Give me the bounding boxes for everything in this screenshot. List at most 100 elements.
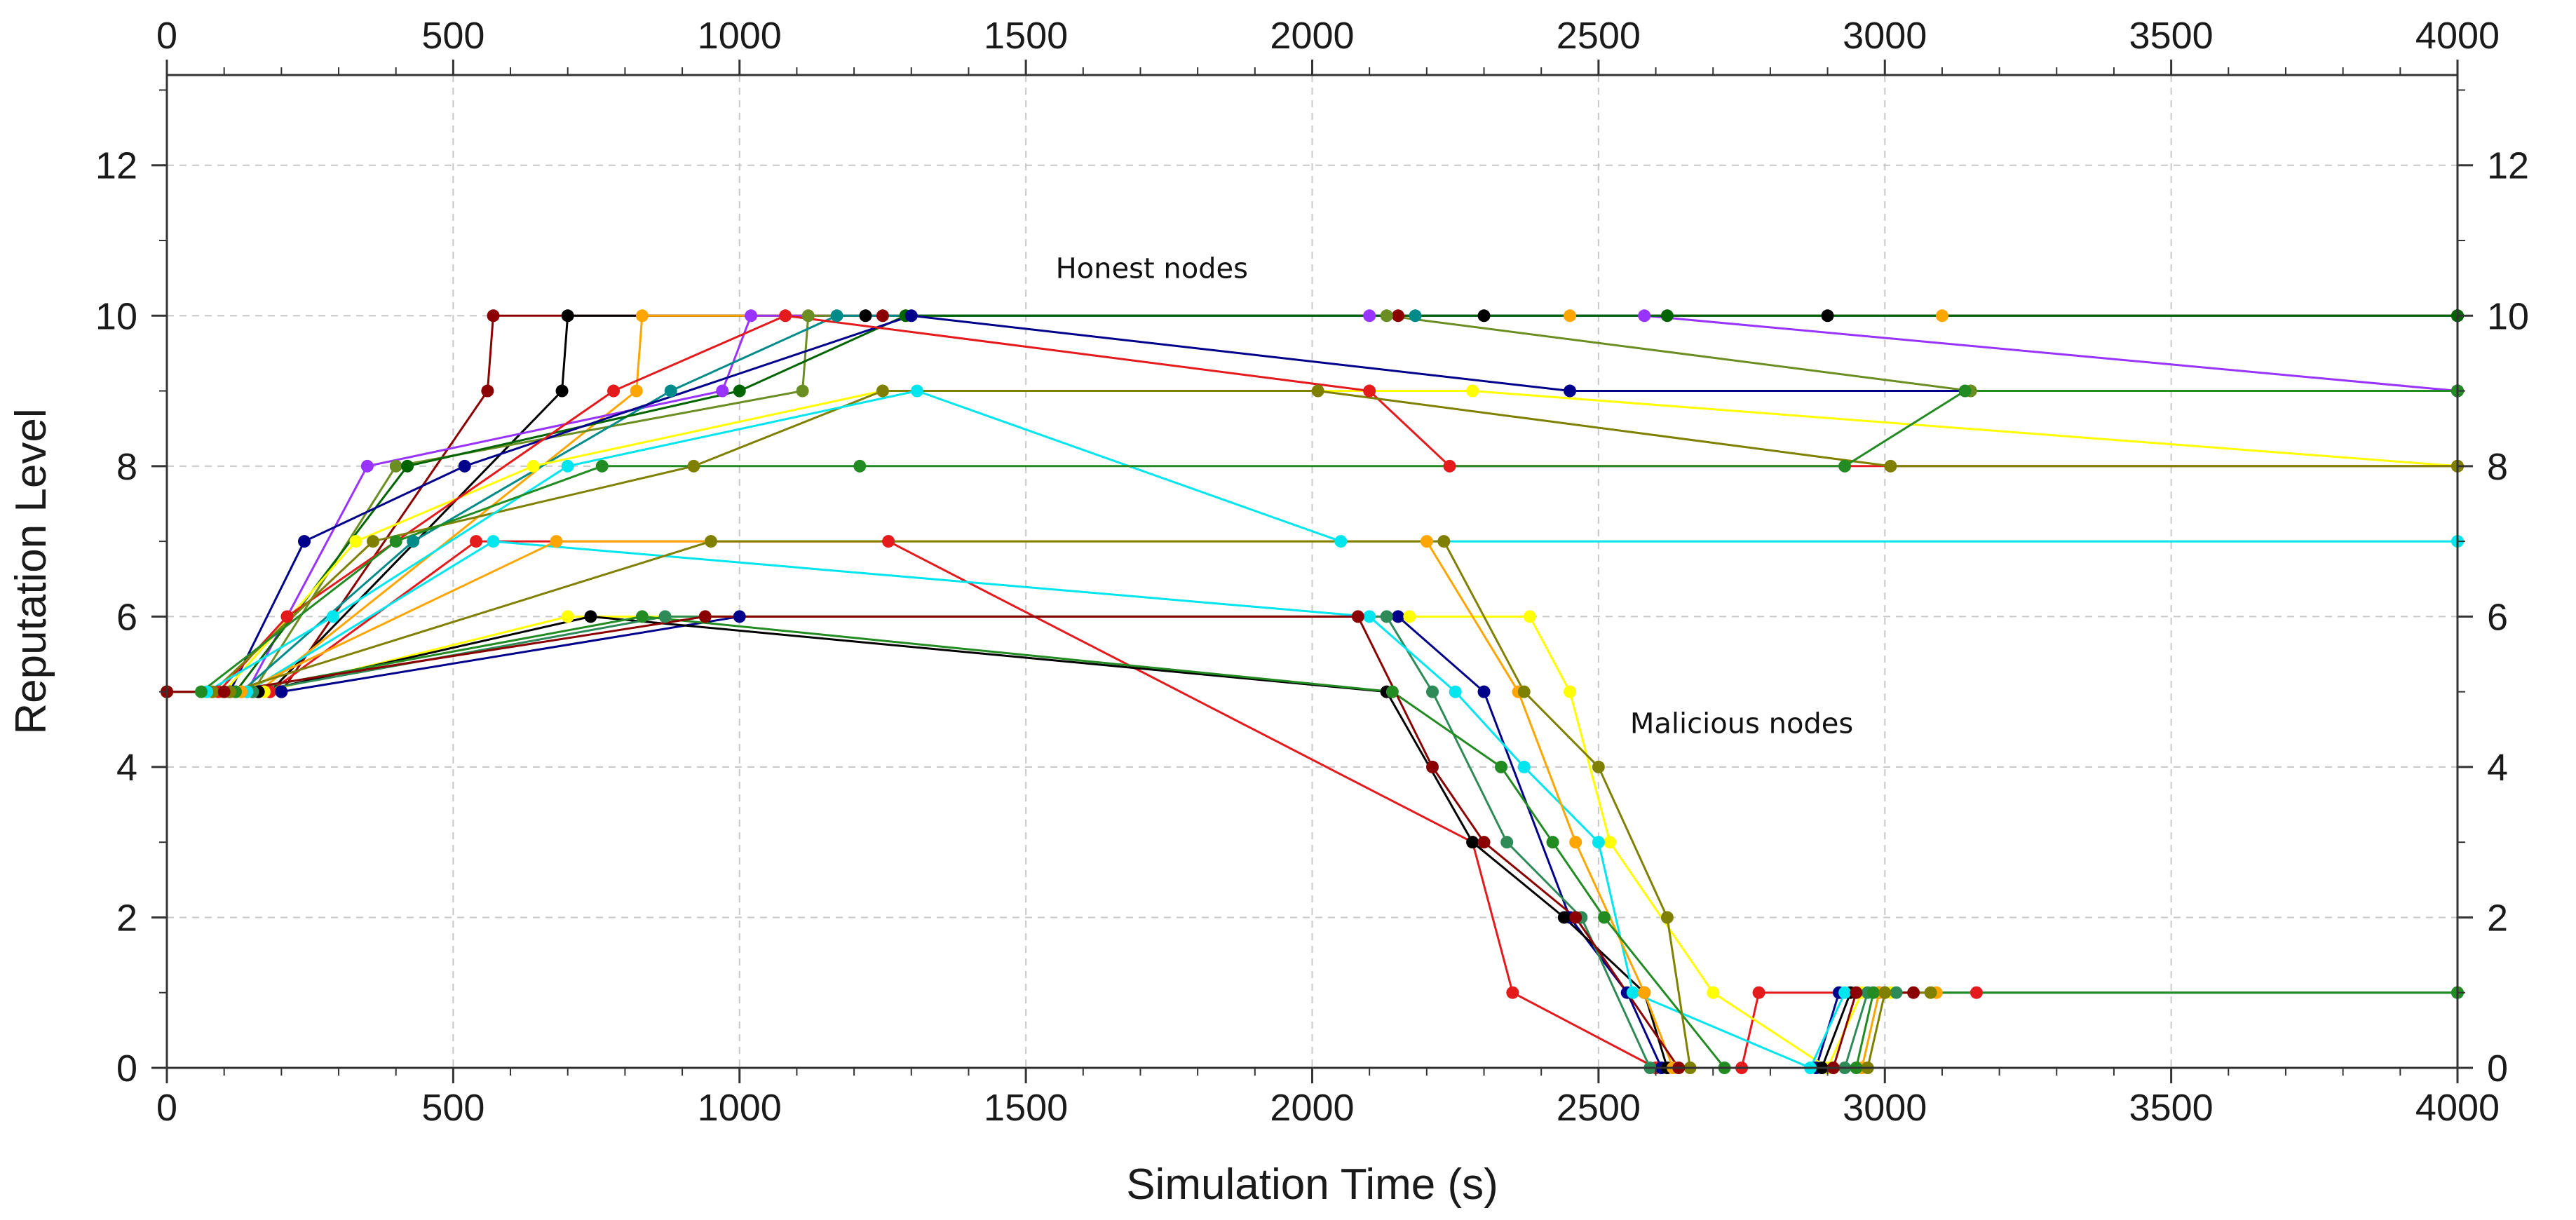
data-point [745,309,758,323]
data-point [389,459,402,473]
data-point [1638,986,1651,999]
x-tick-label-bottom: 1500 [984,1087,1068,1129]
data-point [1426,685,1439,698]
x-tick-label-top: 2000 [1270,15,1354,57]
data-point [298,535,311,548]
data-point [1437,535,1451,548]
data-point [1466,384,1479,398]
data-point [658,610,672,623]
data-point [407,535,420,548]
x-tick-label-bottom: 0 [156,1087,177,1129]
x-tick-label-top: 4000 [2415,15,2500,57]
data-point [796,384,809,398]
data-point [1477,685,1491,698]
x-tick-label-top: 2500 [1557,15,1641,57]
data-point [1449,685,1462,698]
data-point [1850,986,1863,999]
data-point [910,384,923,398]
x-tick-label-top: 0 [156,15,177,57]
data-point [1604,836,1617,849]
data-point [555,384,569,398]
data-point [853,459,867,473]
y-tick-label-left: 6 [116,596,137,638]
y-tick-label-right: 12 [2487,145,2529,187]
data-point [481,384,494,398]
data-point [635,309,649,323]
data-point [1392,309,1405,323]
data-point [1385,685,1399,698]
data-point [1866,986,1880,999]
series-line [167,314,2458,693]
data-point [704,535,717,548]
data-point [470,535,483,548]
y-tick-label-right: 10 [2487,295,2529,337]
y-tick-label-left: 2 [116,897,137,939]
data-point [1638,309,1651,323]
data-point [779,309,792,323]
data-point [595,459,609,473]
series-line [167,390,2458,693]
x-tick-label-top: 500 [421,15,484,57]
data-point [876,384,889,398]
data-point [1970,986,1983,999]
data-point [733,384,746,398]
y-tick-label-right: 8 [2487,446,2508,488]
x-tick-label-bottom: 2500 [1557,1087,1641,1129]
data-point [830,309,843,323]
data-point [1500,836,1514,849]
data-point [1752,986,1765,999]
data-point [1363,309,1376,323]
data-point [487,535,500,548]
data-point [360,459,374,473]
data-point [859,309,872,323]
data-point [561,610,574,623]
data-point [487,309,500,323]
data-point [1878,986,1892,999]
data-point [801,309,815,323]
y-tick-label-right: 6 [2487,596,2508,638]
x-tick-label-top: 1500 [984,15,1068,57]
series-line [167,390,2458,693]
x-tick-label-top: 3500 [2129,15,2214,57]
data-point [607,384,621,398]
y-tick-label-left: 10 [95,295,137,337]
data-point [1380,610,1393,623]
data-point [1592,760,1605,773]
data-point [1660,309,1674,323]
data-point [527,459,540,473]
data-point [584,610,597,623]
data-point [1380,309,1393,323]
data-point [1517,760,1531,773]
series-line [167,615,1880,1069]
data-point [1477,836,1491,849]
data-point [1890,986,1903,999]
data-point [1351,610,1364,623]
y-tick-label-left: 4 [116,747,137,789]
marker-layer [161,309,2464,1074]
data-point [1495,760,1508,773]
data-point [275,685,288,698]
tick-labels: 0050050010001000150015002000200025002500… [95,15,2529,1129]
data-point [1426,760,1439,773]
data-point [698,610,712,623]
data-point [1334,535,1348,548]
series-line [167,540,1931,1069]
data-point [326,610,339,623]
data-point [1506,986,1519,999]
data-point [1363,384,1376,398]
data-point [630,384,643,398]
data-point [1466,836,1479,849]
y-tick-label-right: 4 [2487,747,2508,789]
data-point [1523,610,1536,623]
data-point [882,535,895,548]
data-point [687,459,700,473]
data-point [1403,610,1416,623]
data-point [1907,986,1920,999]
data-point [1924,986,1937,999]
data-point [1311,384,1324,398]
data-point [1821,309,1834,323]
grid-lines [167,75,2458,1068]
data-point [550,535,563,548]
